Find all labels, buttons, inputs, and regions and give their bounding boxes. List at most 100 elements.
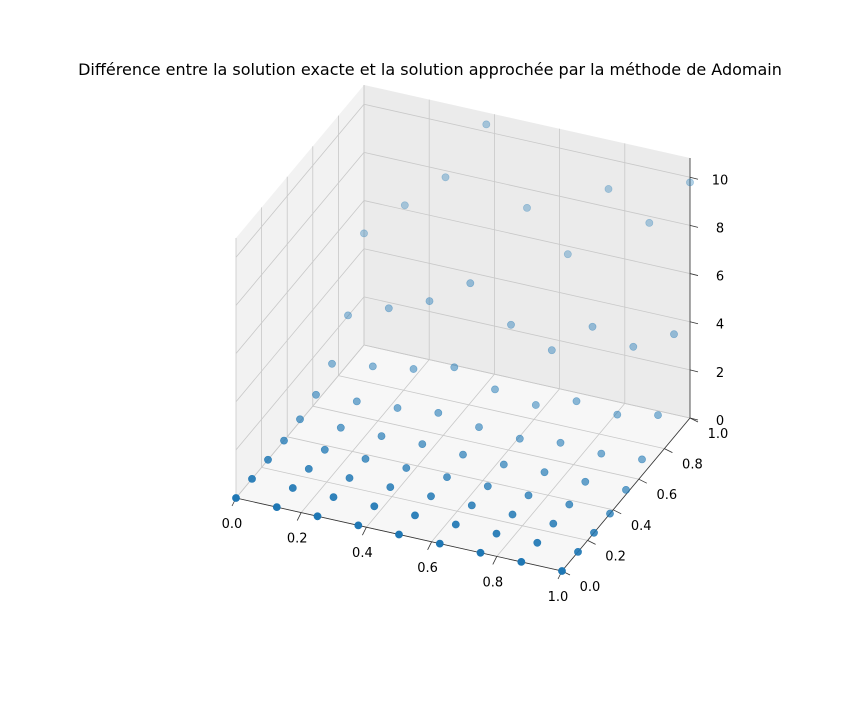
z-tick-label: 8 [716, 221, 724, 236]
z-tick [689, 225, 699, 228]
data-point [556, 438, 565, 447]
data-point [288, 484, 297, 492]
z-tick [689, 273, 699, 276]
y-tick [613, 509, 622, 515]
data-point [393, 404, 402, 412]
data-point [459, 450, 467, 459]
back-pane [364, 85, 690, 418]
floor-grid-y [287, 436, 614, 511]
data-point [523, 203, 531, 212]
data-point [232, 494, 240, 502]
data-point [476, 548, 485, 557]
data-point [328, 359, 336, 368]
data-point [248, 474, 256, 483]
data-point [524, 491, 533, 500]
data-point [686, 178, 694, 187]
data-point [450, 363, 459, 372]
data-point [280, 436, 288, 445]
floor-grid-x [300, 359, 430, 513]
data-point [466, 279, 475, 288]
data-point [402, 464, 411, 472]
y-axis-line [561, 417, 691, 572]
left-grid-z [235, 296, 365, 451]
data-point [443, 473, 451, 481]
floor-grid-y [261, 467, 588, 541]
data-point [590, 528, 598, 537]
data-point [467, 501, 476, 510]
data-point [370, 502, 379, 511]
left-grid-z [235, 200, 365, 354]
data-point [515, 434, 524, 443]
data-point [613, 410, 622, 419]
z-tick [689, 417, 699, 421]
data-point [475, 423, 483, 431]
data-point [597, 449, 606, 458]
data-point [547, 346, 556, 355]
data-point [344, 311, 352, 320]
chart-title: Différence entre la solution exacte et l… [78, 60, 782, 79]
z-tick-label: 6 [716, 270, 724, 285]
y-tick [638, 478, 647, 484]
left-grid-z [235, 152, 365, 306]
data-point [377, 432, 386, 440]
data-point [531, 401, 540, 409]
data-point [588, 322, 597, 331]
data-point [558, 567, 566, 575]
data-point [572, 397, 581, 406]
data-point [622, 485, 630, 494]
x-tick-label: 0.4 [352, 546, 373, 561]
z-tick-label: 0 [716, 414, 724, 429]
data-point [368, 362, 377, 371]
data-point [645, 218, 654, 227]
x-tick-label: 0.0 [222, 517, 243, 532]
y-tick-label: 0.4 [631, 519, 652, 534]
data-points [232, 120, 694, 575]
data-point [418, 440, 427, 448]
data-point [540, 468, 549, 477]
z-tick-label: 4 [716, 318, 724, 333]
back-grid-z [363, 103, 691, 178]
data-point [434, 408, 443, 417]
left-pane [236, 85, 364, 498]
data-point [386, 483, 395, 491]
z-tick [689, 369, 699, 373]
data-point [604, 185, 613, 193]
data-point [638, 455, 646, 464]
data-point [482, 120, 491, 129]
data-point [352, 397, 361, 406]
y-tick [587, 540, 596, 545]
y-tick-label: 0.6 [656, 488, 677, 503]
data-point [581, 477, 590, 486]
data-point [533, 538, 542, 547]
data-point [411, 511, 419, 520]
left-grid-z [235, 104, 365, 258]
floor-grid-y [338, 375, 665, 449]
y-tick-label: 1.0 [708, 427, 729, 442]
x-tick-label: 1.0 [548, 590, 569, 605]
data-point [549, 519, 558, 528]
data-point [441, 173, 450, 182]
data-point [320, 445, 329, 454]
back-grid-z [363, 152, 691, 226]
data-point [409, 365, 418, 373]
back-grid-z [363, 296, 691, 371]
data-point [507, 320, 515, 329]
data-point [517, 558, 526, 566]
x-tick [296, 512, 302, 521]
data-point [606, 509, 614, 518]
data-point [508, 510, 517, 519]
data-point [492, 529, 501, 538]
x-tick [362, 527, 367, 536]
data-point [565, 500, 574, 509]
data-point [491, 385, 499, 394]
axis-panes [236, 85, 690, 571]
data-point [354, 521, 363, 530]
floor-grid-x [431, 388, 560, 543]
data-point [400, 201, 409, 210]
data-point [451, 520, 460, 529]
data-point [629, 342, 638, 351]
z-tick [689, 176, 699, 180]
x-tick-label: 0.2 [287, 532, 308, 547]
x-tick-label: 0.8 [482, 575, 503, 590]
